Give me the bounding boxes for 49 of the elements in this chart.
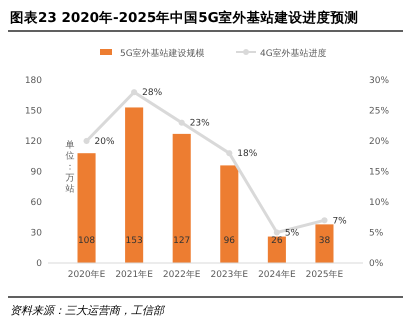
y-tick-label: 0 [36, 259, 42, 269]
data-label: 18% [237, 149, 258, 160]
y2-tick-label: 20% [369, 137, 390, 147]
x-tick-label: 2022年E [162, 269, 201, 280]
y2-tick-label: 5% [369, 228, 384, 238]
data-label: 127 [173, 236, 190, 246]
x-tick-label: 2021年E [115, 269, 154, 280]
y-tick-label: 30 [30, 228, 42, 238]
point [178, 120, 185, 126]
data-label: 23% [190, 118, 210, 129]
legend-label: 5G室外基站建设规模 [120, 48, 205, 59]
data-label: 7% [332, 216, 348, 226]
point [226, 150, 232, 156]
point [131, 89, 138, 96]
data-label: 108 [78, 236, 96, 246]
legend-label: 4G室外基站进度 [260, 48, 327, 59]
y-tick-label: 60 [30, 198, 42, 208]
data-label: 26 [271, 236, 283, 246]
x-tick-label: 2023年E [210, 269, 248, 280]
y-tick-label: 180 [24, 76, 42, 86]
chart-title: 图表23 2020年-2025年中国5G室外基站建设进度预测 [10, 9, 359, 26]
y2-tick-label: 15% [369, 168, 390, 178]
point [83, 138, 90, 144]
bar [125, 107, 144, 263]
y-tick-label: 150 [24, 106, 42, 116]
bar [220, 165, 238, 263]
y2-tick-label: 0% [369, 259, 384, 269]
y2-tick-label: 25% [369, 106, 390, 116]
bar [172, 134, 191, 263]
data-label: 20% [94, 137, 115, 147]
data-label: 96 [224, 236, 236, 246]
x-tick-label: 2020年E [68, 269, 106, 280]
x-tick-label: 2025年E [306, 269, 344, 280]
data-label: 28% [142, 88, 163, 98]
data-label: 153 [126, 236, 143, 246]
y2-tick-label: 30% [369, 76, 390, 86]
point [274, 229, 280, 236]
y2-tick-label: 10% [369, 198, 390, 208]
bar [315, 224, 334, 263]
point [321, 217, 328, 224]
y-tick-label: 90 [30, 168, 42, 178]
x-tick-label: 2024年E [258, 269, 296, 280]
y-tick-label: 120 [24, 137, 42, 147]
data-label: 5% [284, 228, 300, 238]
text: 资料来源：三大运营商，工信部 [10, 304, 166, 317]
data-label: 38 [318, 236, 330, 246]
bar [78, 153, 96, 263]
y-axis-title: 单位：万站 [66, 140, 74, 194]
bar [268, 236, 286, 263]
